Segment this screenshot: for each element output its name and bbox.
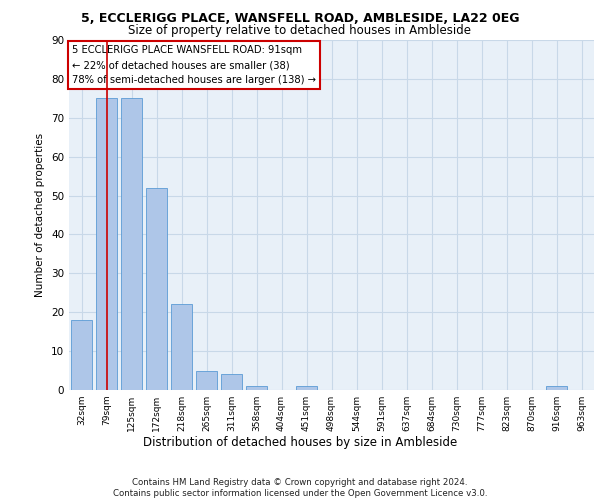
Bar: [121, 98, 142, 390]
Bar: [246, 386, 267, 390]
Bar: [196, 370, 217, 390]
Text: 5, ECCLERIGG PLACE, WANSFELL ROAD, AMBLESIDE, LA22 0EG: 5, ECCLERIGG PLACE, WANSFELL ROAD, AMBLE…: [81, 12, 519, 26]
Bar: [71, 320, 92, 390]
Text: Size of property relative to detached houses in Ambleside: Size of property relative to detached ho…: [128, 24, 472, 37]
Bar: [221, 374, 242, 390]
Bar: [171, 304, 192, 390]
Bar: [296, 386, 317, 390]
Text: 5 ECCLERIGG PLACE WANSFELL ROAD: 91sqm
← 22% of detached houses are smaller (38): 5 ECCLERIGG PLACE WANSFELL ROAD: 91sqm ←…: [71, 46, 316, 85]
Bar: [96, 98, 117, 390]
Text: Contains HM Land Registry data © Crown copyright and database right 2024.
Contai: Contains HM Land Registry data © Crown c…: [113, 478, 487, 498]
Bar: [146, 188, 167, 390]
Text: Distribution of detached houses by size in Ambleside: Distribution of detached houses by size …: [143, 436, 457, 449]
Y-axis label: Number of detached properties: Number of detached properties: [35, 133, 46, 297]
Bar: [546, 386, 567, 390]
